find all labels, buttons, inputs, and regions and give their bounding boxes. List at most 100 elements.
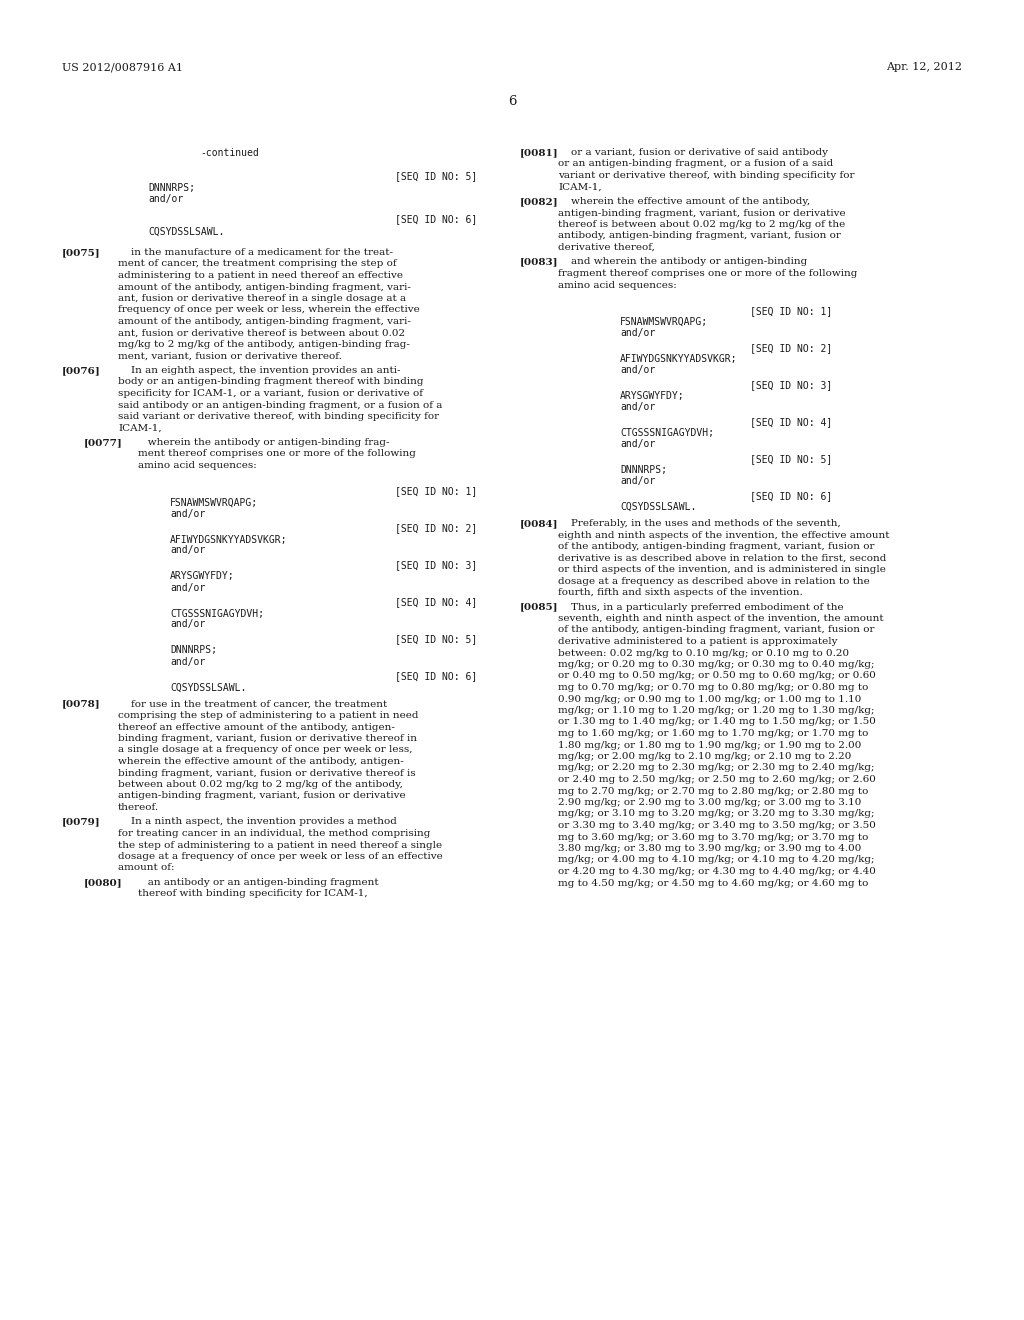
Text: mg to 0.70 mg/kg; or 0.70 mg to 0.80 mg/kg; or 0.80 mg to: mg to 0.70 mg/kg; or 0.70 mg to 0.80 mg/… bbox=[558, 682, 868, 692]
Text: a single dosage at a frequency of once per week or less,: a single dosage at a frequency of once p… bbox=[118, 746, 413, 755]
Text: In an eighth aspect, the invention provides an anti-: In an eighth aspect, the invention provi… bbox=[118, 366, 400, 375]
Text: administering to a patient in need thereof an effective: administering to a patient in need there… bbox=[118, 271, 403, 280]
Text: [0080]: [0080] bbox=[84, 878, 123, 887]
Text: antigen-binding fragment, variant, fusion or derivative: antigen-binding fragment, variant, fusio… bbox=[118, 792, 406, 800]
Text: of the antibody, antigen-binding fragment, variant, fusion or: of the antibody, antigen-binding fragmen… bbox=[558, 626, 874, 635]
Text: between: 0.02 mg/kg to 0.10 mg/kg; or 0.10 mg to 0.20: between: 0.02 mg/kg to 0.10 mg/kg; or 0.… bbox=[558, 648, 849, 657]
Text: wherein the effective amount of the antibody,: wherein the effective amount of the anti… bbox=[558, 197, 810, 206]
Text: and/or: and/or bbox=[170, 545, 205, 556]
Text: [SEQ ID NO: 6]: [SEQ ID NO: 6] bbox=[750, 491, 833, 502]
Text: [0082]: [0082] bbox=[520, 197, 559, 206]
Text: [SEQ ID NO: 1]: [SEQ ID NO: 1] bbox=[395, 487, 477, 496]
Text: mg/kg; or 2.20 mg to 2.30 mg/kg; or 2.30 mg to 2.40 mg/kg;: mg/kg; or 2.20 mg to 2.30 mg/kg; or 2.30… bbox=[558, 763, 874, 772]
Text: or a variant, fusion or derivative of said antibody: or a variant, fusion or derivative of sa… bbox=[558, 148, 828, 157]
Text: ant, fusion or derivative thereof is between about 0.02: ant, fusion or derivative thereof is bet… bbox=[118, 329, 406, 338]
Text: and/or: and/or bbox=[170, 508, 205, 519]
Text: [SEQ ID NO: 2]: [SEQ ID NO: 2] bbox=[395, 524, 477, 533]
Text: or 3.30 mg to 3.40 mg/kg; or 3.40 mg to 3.50 mg/kg; or 3.50: or 3.30 mg to 3.40 mg/kg; or 3.40 mg to … bbox=[558, 821, 876, 830]
Text: 0.90 mg/kg; or 0.90 mg to 1.00 mg/kg; or 1.00 mg to 1.10: 0.90 mg/kg; or 0.90 mg to 1.00 mg/kg; or… bbox=[558, 694, 861, 704]
Text: or 2.40 mg to 2.50 mg/kg; or 2.50 mg to 2.60 mg/kg; or 2.60: or 2.40 mg to 2.50 mg/kg; or 2.50 mg to … bbox=[558, 775, 876, 784]
Text: ICAM-1,: ICAM-1, bbox=[118, 424, 162, 433]
Text: binding fragment, variant, fusion or derivative thereof is: binding fragment, variant, fusion or der… bbox=[118, 768, 416, 777]
Text: and/or: and/or bbox=[620, 440, 655, 449]
Text: or an antigen-binding fragment, or a fusion of a said: or an antigen-binding fragment, or a fus… bbox=[558, 160, 834, 169]
Text: derivative thereof,: derivative thereof, bbox=[558, 243, 655, 252]
Text: [0085]: [0085] bbox=[520, 602, 558, 611]
Text: CQSYDSSLSAWL.: CQSYDSSLSAWL. bbox=[620, 502, 696, 512]
Text: [0083]: [0083] bbox=[520, 257, 558, 267]
Text: DNNNRPS;: DNNNRPS; bbox=[170, 645, 217, 656]
Text: [SEQ ID NO: 1]: [SEQ ID NO: 1] bbox=[750, 306, 833, 315]
Text: thereof with binding specificity for ICAM-1,: thereof with binding specificity for ICA… bbox=[138, 890, 368, 899]
Text: and wherein the antibody or antigen-binding: and wherein the antibody or antigen-bind… bbox=[558, 257, 807, 267]
Text: said variant or derivative thereof, with binding specificity for: said variant or derivative thereof, with… bbox=[118, 412, 439, 421]
Text: [SEQ ID NO: 2]: [SEQ ID NO: 2] bbox=[750, 343, 833, 352]
Text: amount of the antibody, antigen-binding fragment, vari-: amount of the antibody, antigen-binding … bbox=[118, 317, 411, 326]
Text: derivative administered to a patient is approximately: derivative administered to a patient is … bbox=[558, 638, 838, 645]
Text: antibody, antigen-binding fragment, variant, fusion or: antibody, antigen-binding fragment, vari… bbox=[558, 231, 841, 240]
Text: dosage at a frequency as described above in relation to the: dosage at a frequency as described above… bbox=[558, 577, 869, 586]
Text: ment, variant, fusion or derivative thereof.: ment, variant, fusion or derivative ther… bbox=[118, 351, 342, 360]
Text: and/or: and/or bbox=[170, 619, 205, 630]
Text: [0076]: [0076] bbox=[62, 366, 100, 375]
Text: eighth and ninth aspects of the invention, the effective amount: eighth and ninth aspects of the inventio… bbox=[558, 531, 890, 540]
Text: [SEQ ID NO: 5]: [SEQ ID NO: 5] bbox=[395, 172, 477, 181]
Text: wherein the effective amount of the antibody, antigen-: wherein the effective amount of the anti… bbox=[118, 756, 403, 766]
Text: [SEQ ID NO: 6]: [SEQ ID NO: 6] bbox=[395, 214, 477, 224]
Text: 6: 6 bbox=[508, 95, 516, 108]
Text: DNNNRPS;: DNNNRPS; bbox=[620, 465, 667, 475]
Text: between about 0.02 mg/kg to 2 mg/kg of the antibody,: between about 0.02 mg/kg to 2 mg/kg of t… bbox=[118, 780, 402, 789]
Text: ment thereof comprises one or more of the following: ment thereof comprises one or more of th… bbox=[138, 450, 416, 458]
Text: Preferably, in the uses and methods of the seventh,: Preferably, in the uses and methods of t… bbox=[558, 519, 841, 528]
Text: [SEQ ID NO: 3]: [SEQ ID NO: 3] bbox=[395, 561, 477, 570]
Text: mg/kg; or 1.10 mg to 1.20 mg/kg; or 1.20 mg to 1.30 mg/kg;: mg/kg; or 1.10 mg to 1.20 mg/kg; or 1.20… bbox=[558, 706, 874, 715]
Text: and/or: and/or bbox=[170, 582, 205, 593]
Text: CTGSSSNIGAGYDVH;: CTGSSSNIGAGYDVH; bbox=[170, 609, 264, 619]
Text: US 2012/0087916 A1: US 2012/0087916 A1 bbox=[62, 62, 183, 73]
Text: FSNAWMSWVRQAPG;: FSNAWMSWVRQAPG; bbox=[620, 317, 709, 327]
Text: amount of the antibody, antigen-binding fragment, vari-: amount of the antibody, antigen-binding … bbox=[118, 282, 411, 292]
Text: an antibody or an antigen-binding fragment: an antibody or an antigen-binding fragme… bbox=[138, 878, 379, 887]
Text: mg/kg; or 3.10 mg to 3.20 mg/kg; or 3.20 mg to 3.30 mg/kg;: mg/kg; or 3.10 mg to 3.20 mg/kg; or 3.20… bbox=[558, 809, 874, 818]
Text: binding fragment, variant, fusion or derivative thereof in: binding fragment, variant, fusion or der… bbox=[118, 734, 417, 743]
Text: thereof.: thereof. bbox=[118, 803, 159, 812]
Text: 2.90 mg/kg; or 2.90 mg to 3.00 mg/kg; or 3.00 mg to 3.10: 2.90 mg/kg; or 2.90 mg to 3.00 mg/kg; or… bbox=[558, 799, 861, 807]
Text: 3.80 mg/kg; or 3.80 mg to 3.90 mg/kg; or 3.90 mg to 4.00: 3.80 mg/kg; or 3.80 mg to 3.90 mg/kg; or… bbox=[558, 843, 861, 853]
Text: [SEQ ID NO: 6]: [SEQ ID NO: 6] bbox=[395, 672, 477, 681]
Text: [SEQ ID NO: 5]: [SEQ ID NO: 5] bbox=[395, 635, 477, 644]
Text: mg/kg; or 0.20 mg to 0.30 mg/kg; or 0.30 mg to 0.40 mg/kg;: mg/kg; or 0.20 mg to 0.30 mg/kg; or 0.30… bbox=[558, 660, 874, 669]
Text: thereof is between about 0.02 mg/kg to 2 mg/kg of the: thereof is between about 0.02 mg/kg to 2… bbox=[558, 220, 845, 228]
Text: specificity for ICAM-1, or a variant, fusion or derivative of: specificity for ICAM-1, or a variant, fu… bbox=[118, 389, 423, 399]
Text: mg to 4.50 mg/kg; or 4.50 mg to 4.60 mg/kg; or 4.60 mg to: mg to 4.50 mg/kg; or 4.50 mg to 4.60 mg/… bbox=[558, 879, 868, 887]
Text: amino acid sequences:: amino acid sequences: bbox=[138, 461, 257, 470]
Text: [SEQ ID NO: 4]: [SEQ ID NO: 4] bbox=[750, 417, 833, 426]
Text: ment of cancer, the treatment comprising the step of: ment of cancer, the treatment comprising… bbox=[118, 260, 396, 268]
Text: dosage at a frequency of once per week or less of an effective: dosage at a frequency of once per week o… bbox=[118, 851, 442, 861]
Text: ICAM-1,: ICAM-1, bbox=[558, 182, 602, 191]
Text: mg to 3.60 mg/kg; or 3.60 mg to 3.70 mg/kg; or 3.70 mg to: mg to 3.60 mg/kg; or 3.60 mg to 3.70 mg/… bbox=[558, 833, 868, 842]
Text: in the manufacture of a medicament for the treat-: in the manufacture of a medicament for t… bbox=[118, 248, 393, 257]
Text: ant, fusion or derivative thereof in a single dosage at a: ant, fusion or derivative thereof in a s… bbox=[118, 294, 407, 304]
Text: fourth, fifth and sixth aspects of the invention.: fourth, fifth and sixth aspects of the i… bbox=[558, 587, 803, 597]
Text: mg to 2.70 mg/kg; or 2.70 mg to 2.80 mg/kg; or 2.80 mg to: mg to 2.70 mg/kg; or 2.70 mg to 2.80 mg/… bbox=[558, 787, 868, 796]
Text: of the antibody, antigen-binding fragment, variant, fusion or: of the antibody, antigen-binding fragmen… bbox=[558, 543, 874, 550]
Text: DNNNRPS;: DNNNRPS; bbox=[148, 183, 195, 193]
Text: fragment thereof comprises one or more of the following: fragment thereof comprises one or more o… bbox=[558, 269, 857, 279]
Text: CQSYDSSLSAWL.: CQSYDSSLSAWL. bbox=[170, 682, 247, 693]
Text: ARYSGWYFDY;: ARYSGWYFDY; bbox=[620, 391, 685, 401]
Text: wherein the antibody or antigen-binding frag-: wherein the antibody or antigen-binding … bbox=[138, 438, 389, 447]
Text: antigen-binding fragment, variant, fusion or derivative: antigen-binding fragment, variant, fusio… bbox=[558, 209, 846, 218]
Text: or 4.20 mg to 4.30 mg/kg; or 4.30 mg to 4.40 mg/kg; or 4.40: or 4.20 mg to 4.30 mg/kg; or 4.30 mg to … bbox=[558, 867, 876, 876]
Text: Thus, in a particularly preferred embodiment of the: Thus, in a particularly preferred embodi… bbox=[558, 602, 844, 611]
Text: mg/kg to 2 mg/kg of the antibody, antigen-binding frag-: mg/kg to 2 mg/kg of the antibody, antige… bbox=[118, 341, 410, 348]
Text: mg/kg; or 2.00 mg/kg to 2.10 mg/kg; or 2.10 mg to 2.20: mg/kg; or 2.00 mg/kg to 2.10 mg/kg; or 2… bbox=[558, 752, 851, 762]
Text: and/or: and/or bbox=[148, 194, 183, 205]
Text: and/or: and/or bbox=[620, 477, 655, 486]
Text: [0078]: [0078] bbox=[62, 700, 100, 709]
Text: and/or: and/or bbox=[620, 403, 655, 412]
Text: [SEQ ID NO: 3]: [SEQ ID NO: 3] bbox=[750, 380, 833, 389]
Text: CQSYDSSLSAWL.: CQSYDSSLSAWL. bbox=[148, 227, 224, 238]
Text: Apr. 12, 2012: Apr. 12, 2012 bbox=[886, 62, 962, 73]
Text: or 0.40 mg to 0.50 mg/kg; or 0.50 mg to 0.60 mg/kg; or 0.60: or 0.40 mg to 0.50 mg/kg; or 0.50 mg to … bbox=[558, 672, 876, 681]
Text: [0077]: [0077] bbox=[84, 438, 123, 447]
